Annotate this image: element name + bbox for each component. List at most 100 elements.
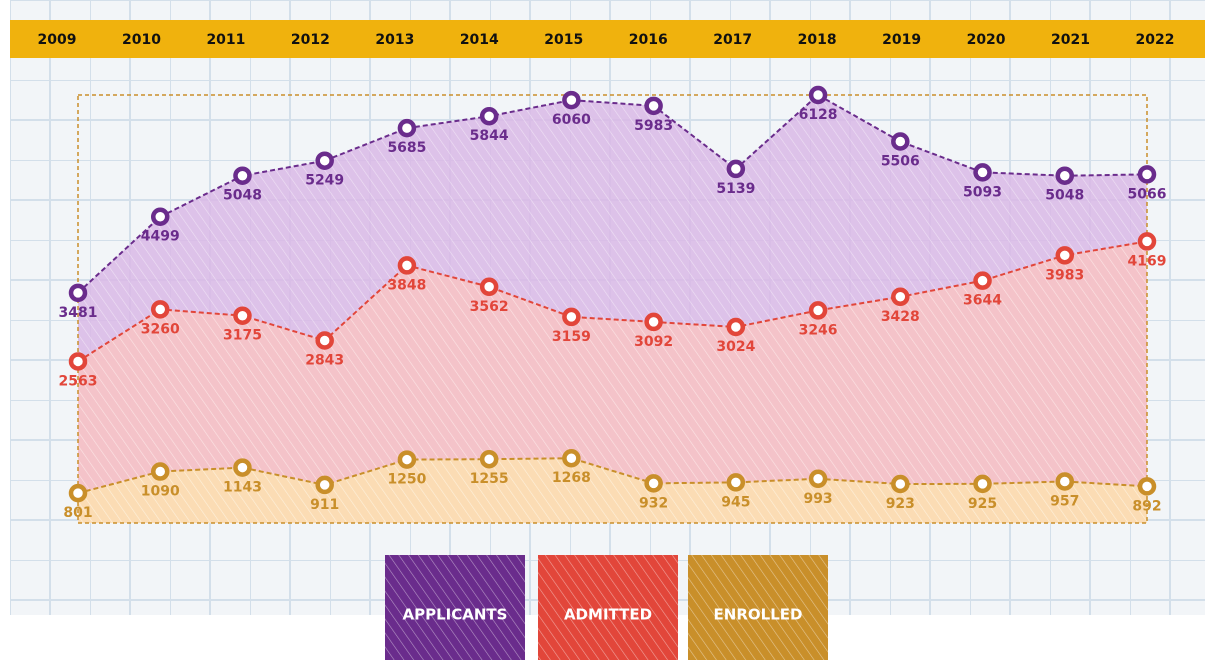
- point-marker: [71, 286, 85, 300]
- point-marker: [893, 290, 907, 304]
- point-marker: [1058, 474, 1072, 488]
- point-marker: [235, 461, 249, 475]
- chart: 3481 4499 5048 5249 5685 5844 6060 5983 5139 6128…: [0, 0, 1215, 663]
- point-marker: [729, 162, 743, 176]
- point-marker: [729, 320, 743, 334]
- year-label: 2020: [967, 32, 1006, 48]
- year-label: 2014: [460, 32, 499, 48]
- point-marker: [811, 303, 825, 317]
- point-marker: [976, 477, 990, 491]
- value-label: 5048: [1045, 188, 1084, 204]
- point-marker: [400, 453, 414, 467]
- point-marker: [318, 154, 332, 168]
- legend-label: APPLICANTS: [403, 606, 508, 624]
- year-label: 2016: [629, 32, 668, 48]
- year-label: 2011: [206, 32, 245, 48]
- value-label: 5093: [963, 184, 1002, 200]
- point-marker: [647, 315, 661, 329]
- value-label: 3246: [799, 322, 838, 338]
- point-marker: [893, 477, 907, 491]
- value-label: 993: [803, 491, 832, 507]
- value-label: 5139: [716, 181, 755, 197]
- value-label: 3175: [223, 328, 262, 344]
- year-label: 2018: [798, 32, 837, 48]
- value-label: 801: [63, 505, 92, 521]
- legend-label: ADMITTED: [564, 606, 652, 624]
- point-marker: [318, 334, 332, 348]
- value-label: 932: [639, 495, 668, 511]
- page: {"chart_data": {"type": "area", "categor…: [0, 0, 1215, 663]
- value-label: 6060: [552, 112, 591, 128]
- point-marker: [564, 310, 578, 324]
- value-label: 957: [1050, 493, 1079, 509]
- point-marker: [1058, 169, 1072, 183]
- year-label: 2010: [122, 32, 161, 48]
- point-marker: [976, 274, 990, 288]
- legend-label: ENROLLED: [714, 606, 803, 624]
- point-marker: [482, 452, 496, 466]
- value-label: 3562: [470, 299, 509, 315]
- value-label: 1143: [223, 480, 262, 496]
- value-label: 3260: [141, 321, 180, 337]
- point-marker: [1140, 479, 1154, 493]
- value-label: 911: [310, 497, 339, 513]
- point-marker: [811, 88, 825, 102]
- value-label: 2843: [305, 353, 344, 369]
- point-marker: [729, 475, 743, 489]
- year-label: 2009: [38, 32, 77, 48]
- point-marker: [1140, 234, 1154, 248]
- year-label: 2019: [882, 32, 921, 48]
- point-marker: [976, 165, 990, 179]
- point-marker: [318, 478, 332, 492]
- point-marker: [647, 476, 661, 490]
- value-label: 3848: [387, 277, 426, 293]
- value-label: 945: [721, 494, 750, 510]
- value-label: 5249: [305, 173, 344, 189]
- point-marker: [564, 451, 578, 465]
- point-marker: [482, 109, 496, 123]
- point-marker: [811, 472, 825, 486]
- value-label: 4169: [1128, 253, 1167, 269]
- point-marker: [1058, 248, 1072, 262]
- year-label: 2015: [544, 32, 583, 48]
- value-label: 1090: [141, 484, 180, 500]
- value-label: 3092: [634, 334, 673, 350]
- year-header: [10, 20, 1205, 58]
- point-marker: [400, 121, 414, 135]
- value-label: 2563: [59, 373, 98, 389]
- value-label: 1268: [552, 470, 591, 486]
- point-marker: [235, 309, 249, 323]
- value-label: 5685: [387, 140, 426, 156]
- value-label: 3024: [716, 339, 755, 355]
- year-label: 2022: [1136, 32, 1175, 48]
- value-label: 5066: [1128, 186, 1167, 202]
- point-marker: [235, 169, 249, 183]
- value-label: 1250: [387, 472, 426, 488]
- year-label: 2013: [375, 32, 414, 48]
- point-marker: [564, 93, 578, 107]
- value-label: 1255: [470, 471, 509, 487]
- point-marker: [1140, 167, 1154, 181]
- point-marker: [482, 280, 496, 294]
- year-label: 2021: [1051, 32, 1090, 48]
- value-label: 3481: [59, 305, 98, 321]
- point-marker: [153, 465, 167, 479]
- year-label: 2017: [713, 32, 752, 48]
- value-label: 5844: [470, 128, 509, 144]
- value-label: 3159: [552, 329, 591, 345]
- value-label: 925: [968, 496, 997, 512]
- point-marker: [153, 302, 167, 316]
- value-label: 6128: [799, 107, 838, 123]
- point-marker: [647, 99, 661, 113]
- value-label: 5983: [634, 118, 673, 134]
- point-marker: [71, 486, 85, 500]
- year-label: 2012: [291, 32, 330, 48]
- value-label: 3428: [881, 309, 920, 325]
- value-label: 5048: [223, 188, 262, 204]
- value-label: 3644: [963, 293, 1002, 309]
- value-label: 892: [1132, 498, 1161, 514]
- value-label: 923: [886, 496, 915, 512]
- value-label: 4499: [141, 229, 180, 245]
- point-marker: [893, 134, 907, 148]
- value-label: 5506: [881, 153, 920, 169]
